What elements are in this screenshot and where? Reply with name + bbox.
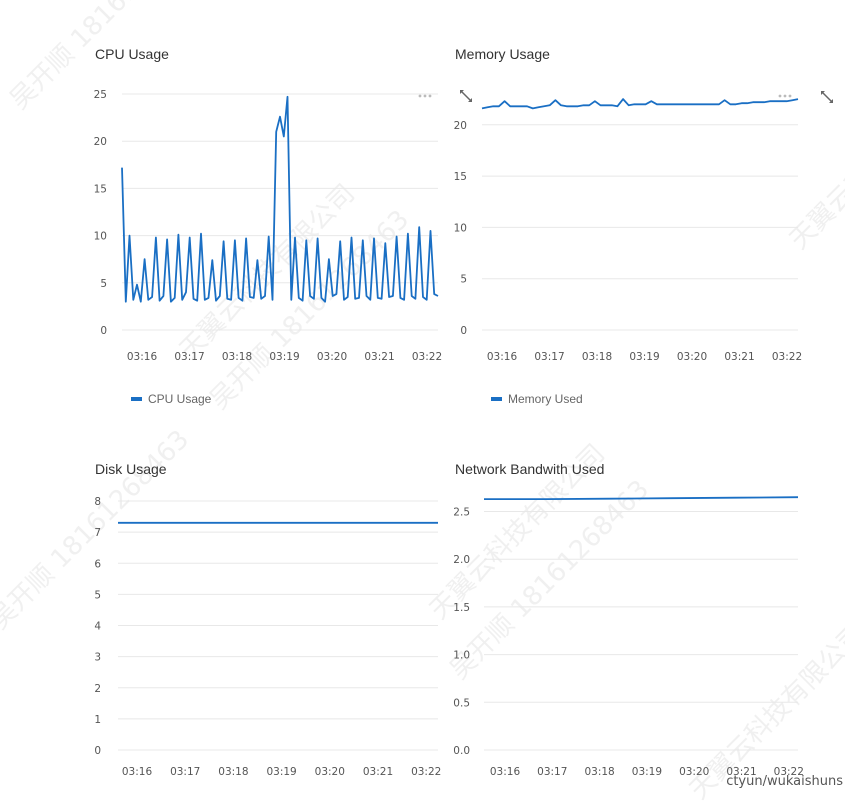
chart-1: 0 5 10 15 20 03:16 03:17 03:18 03:19 03:20 03:21 03… (454, 94, 802, 406)
x-tick-label: 03:21 (724, 351, 754, 363)
x-tick-label: 03:17 (170, 766, 200, 778)
network-bandwidth-title: Network Bandwith Used (455, 461, 605, 477)
y-tick-label: 5 (460, 274, 467, 286)
x-tick-label: 03:20 (679, 766, 709, 778)
dot (418, 94, 422, 98)
x-tick-label: 03:21 (364, 351, 394, 363)
y-tick-label: 1.0 (453, 650, 470, 662)
y-tick-label: 0.0 (453, 745, 470, 757)
x-tick-label: 03:20 (677, 351, 707, 363)
more-dots-icon[interactable] (418, 94, 432, 98)
x-tick-label: 03:20 (317, 351, 347, 363)
y-tick-label: 25 (94, 89, 107, 101)
x-tick-label: 03:19 (266, 766, 296, 778)
y-tick-label: 6 (94, 558, 101, 570)
x-tick-label: 03:22 (774, 766, 804, 778)
expand-arrows-icon[interactable] (820, 90, 834, 104)
legend-label: Memory Used (508, 392, 583, 406)
y-tick-label: 20 (94, 136, 107, 148)
x-tick-label: 03:16 (490, 766, 521, 778)
x-tick-label: 03:19 (269, 351, 299, 363)
x-tick-label: 03:19 (629, 351, 659, 363)
y-tick-label: 0 (460, 325, 467, 337)
dot (428, 94, 432, 98)
y-tick-label: 0 (100, 325, 107, 337)
legend-swatch (491, 397, 502, 401)
credit-text: ctyun/wukaishuns (726, 774, 843, 789)
x-tick-label: 03:16 (487, 351, 518, 363)
y-tick-label: 0 (94, 745, 101, 757)
expand-arrows-icon[interactable] (459, 89, 473, 103)
series-line (484, 496, 799, 500)
y-tick-label: 1 (94, 714, 101, 726)
y-tick-label: 10 (454, 222, 467, 234)
x-tick-label: 03:18 (218, 766, 248, 778)
y-tick-label: 20 (454, 120, 467, 132)
x-tick-label: 03:22 (411, 766, 441, 778)
y-tick-label: 2 (94, 683, 101, 695)
chart-3: 0.0 0.5 1.0 1.5 2.0 2.5 03:16 03:17 03:18 03:19 03… (453, 496, 804, 778)
memory-usage-title: Memory Usage (455, 46, 550, 62)
disk-usage-title: Disk Usage (95, 461, 167, 477)
y-tick-label: 15 (94, 183, 107, 195)
x-tick-label: 03:16 (127, 351, 158, 363)
series-line (121, 95, 439, 303)
y-tick-label: 0.5 (453, 697, 470, 709)
x-tick-label: 03:19 (632, 766, 662, 778)
x-tick-label: 03:22 (412, 351, 442, 363)
y-tick-label: 4 (94, 621, 101, 633)
x-tick-label: 03:17 (537, 766, 567, 778)
x-tick-label: 03:18 (582, 351, 612, 363)
y-tick-label: 10 (94, 231, 107, 243)
y-tick-label: 5 (94, 589, 101, 601)
y-tick-label: 3 (94, 652, 101, 664)
x-tick-label: 03:18 (222, 351, 252, 363)
y-tick-label: 1.5 (453, 602, 470, 614)
y-tick-label: 7 (94, 527, 101, 539)
x-tick-label: 03:20 (315, 766, 345, 778)
x-tick-label: 03:21 (363, 766, 393, 778)
x-tick-label: 03:16 (122, 766, 153, 778)
legend-label: CPU Usage (148, 392, 212, 406)
dot (423, 94, 427, 98)
x-tick-label: 03:21 (726, 766, 756, 778)
y-tick-label: 2.5 (453, 507, 470, 519)
y-tick-label: 15 (454, 171, 467, 183)
series-line (481, 98, 799, 110)
x-tick-label: 03:17 (534, 351, 564, 363)
y-tick-label: 8 (94, 496, 101, 508)
x-tick-label: 03:17 (174, 351, 204, 363)
chart-2: 0 1 2 3 4 5 6 7 8 03:16 03:17 03:18 03:19 03:20 03:21 0… (94, 496, 441, 778)
dot (778, 94, 782, 98)
y-tick-label: 2.0 (453, 554, 470, 566)
x-tick-label: 03:22 (772, 351, 802, 363)
cpu-usage-title: CPU Usage (95, 46, 169, 62)
dot (788, 94, 792, 98)
legend-swatch (131, 397, 142, 401)
x-tick-label: 03:18 (584, 766, 614, 778)
y-tick-label: 5 (100, 278, 107, 290)
chart-0: 0 5 10 15 20 25 03:16 03:17 03:18 03:19 03:20 03:21… (94, 89, 443, 406)
dot (783, 94, 787, 98)
more-dots-icon[interactable] (778, 94, 792, 98)
